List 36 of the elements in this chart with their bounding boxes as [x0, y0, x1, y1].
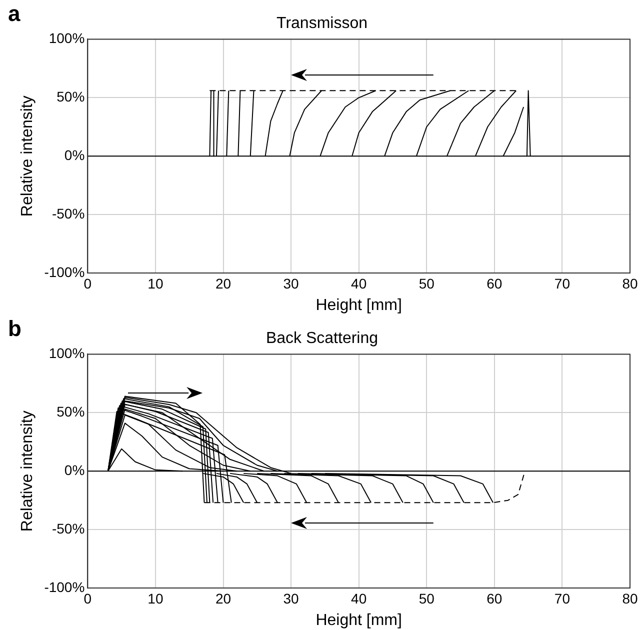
chart-title: Transmisson [276, 15, 368, 32]
x-axis-title: Height [mm] [316, 612, 402, 629]
x-tick-label: 40 [351, 590, 367, 606]
y-axis-title: Relative intensity [19, 410, 36, 532]
x-tick-label: 40 [351, 275, 367, 292]
x-tick-label: 20 [215, 275, 232, 292]
x-tick-label: 10 [148, 590, 164, 606]
x-tick-label: 30 [283, 590, 300, 606]
y-tick-label: 50% [56, 404, 85, 420]
x-tick-label: 50 [418, 275, 435, 292]
chart-title: Back Scattering [266, 330, 378, 348]
x-tick-label: 70 [554, 590, 570, 606]
y-tick-label: 100% [48, 345, 85, 362]
x-tick-label: 60 [486, 275, 502, 292]
y-tick-label: 100% [48, 30, 85, 46]
y-tick-label: 0% [64, 146, 85, 163]
y-tick-label: -100% [44, 578, 85, 595]
x-tick-label: 30 [283, 275, 300, 292]
x-tick-label: 0 [84, 275, 92, 292]
x-tick-label: 20 [215, 590, 232, 606]
x-tick-label: 50 [418, 590, 435, 606]
text: b [8, 316, 22, 342]
y-tick-label: -100% [44, 264, 85, 280]
y-tick-label: -50% [52, 205, 85, 222]
x-tick-label: 70 [554, 275, 570, 292]
y-tick-label: 0% [64, 462, 85, 478]
x-tick-label: 10 [148, 275, 164, 292]
x-tick-label: 80 [622, 275, 638, 292]
y-tick-label: 50% [56, 88, 85, 105]
x-tick-label: 60 [486, 590, 502, 606]
x-axis-title: Height [mm] [316, 296, 402, 314]
x-tick-label: 80 [622, 590, 638, 606]
y-axis-title: Relative intensity [19, 96, 36, 217]
text: a [8, 1, 21, 26]
y-tick-label: -50% [52, 520, 85, 536]
x-tick-label: 0 [84, 590, 92, 606]
